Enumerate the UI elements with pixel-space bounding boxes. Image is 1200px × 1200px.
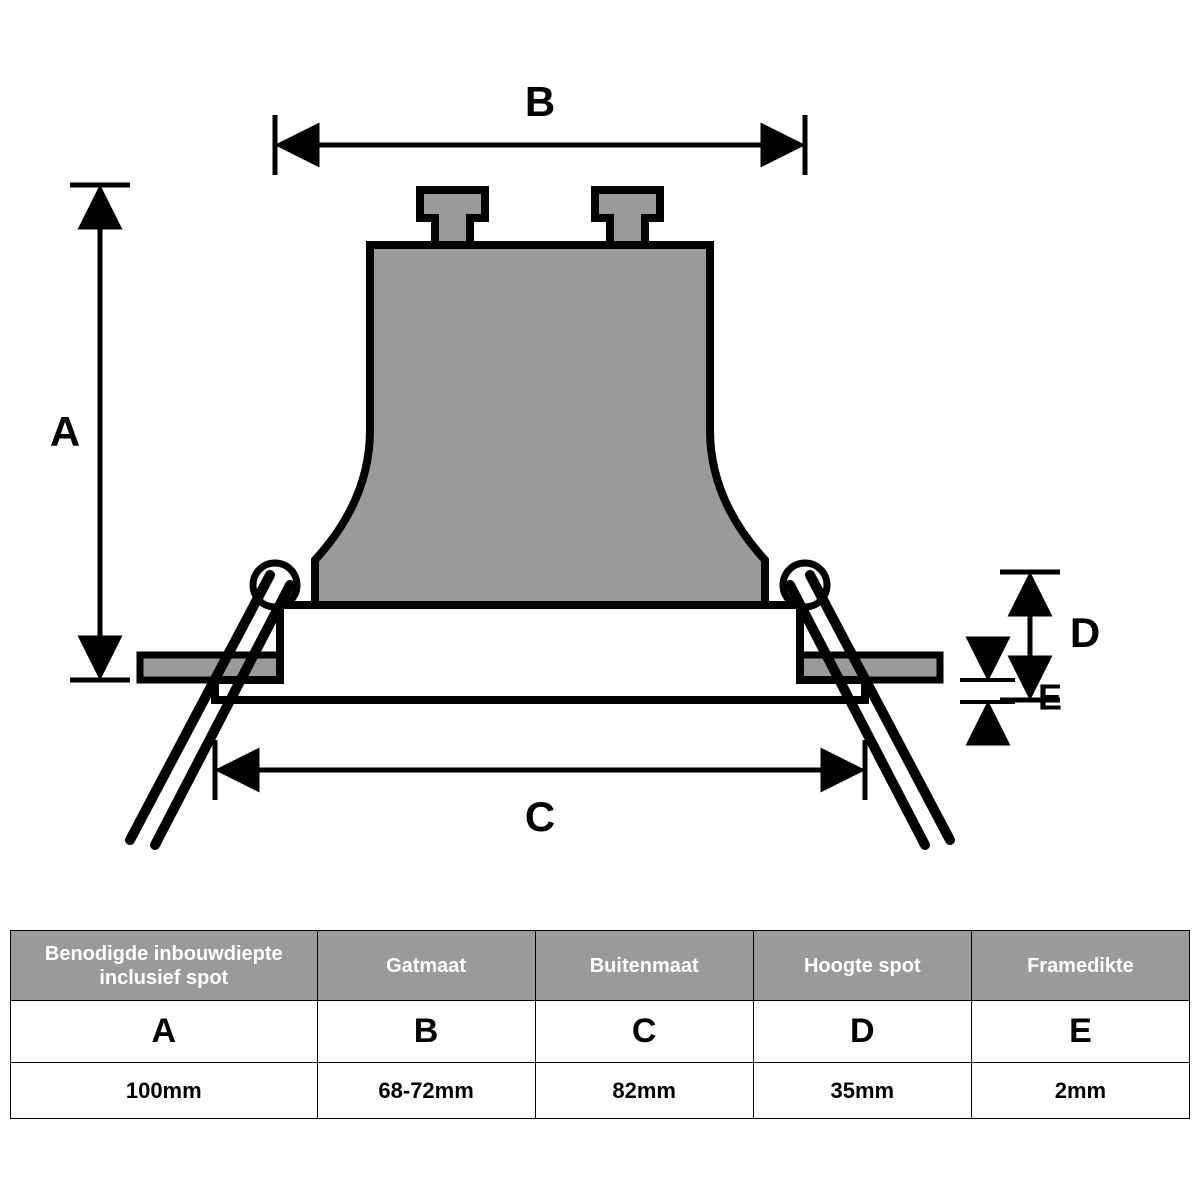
spec-value-row: 100mm68-72mm82mm35mm2mm bbox=[11, 1063, 1190, 1119]
spec-header-cell: Gatmaat bbox=[317, 931, 535, 1001]
bulb bbox=[315, 190, 765, 610]
spec-letter-cell: C bbox=[535, 1001, 753, 1063]
spec-value-cell: 35mm bbox=[753, 1063, 971, 1119]
spec-letter-cell: A bbox=[11, 1001, 318, 1063]
technical-diagram: B A bbox=[0, 0, 1200, 920]
dim-B: B bbox=[275, 78, 805, 175]
spec-value-cell: 82mm bbox=[535, 1063, 753, 1119]
dim-A: A bbox=[50, 185, 130, 680]
spec-header-cell: Benodigde inbouwdiepte inclusief spot bbox=[11, 931, 318, 1001]
spec-letter-row: ABCDE bbox=[11, 1001, 1190, 1063]
spec-letter-cell: B bbox=[317, 1001, 535, 1063]
spec-value-cell: 100mm bbox=[11, 1063, 318, 1119]
spec-header-cell: Framedikte bbox=[971, 931, 1189, 1001]
spec-letter-cell: D bbox=[753, 1001, 971, 1063]
spec-value-cell: 2mm bbox=[971, 1063, 1189, 1119]
dim-label-E: E bbox=[1038, 677, 1062, 718]
spot-drawing: B A bbox=[0, 0, 1200, 920]
dim-C: C bbox=[215, 740, 865, 840]
spec-letter-cell: E bbox=[971, 1001, 1189, 1063]
spec-header-cell: Buitenmaat bbox=[535, 931, 753, 1001]
dim-label-B: B bbox=[525, 78, 555, 125]
spec-table: Benodigde inbouwdiepte inclusief spotGat… bbox=[10, 930, 1190, 1119]
spec-header-cell: Hoogte spot bbox=[753, 931, 971, 1001]
dim-E: E bbox=[960, 640, 1062, 742]
spec-header-row: Benodigde inbouwdiepte inclusief spotGat… bbox=[11, 931, 1190, 1001]
dim-label-C: C bbox=[525, 793, 555, 840]
dim-label-D: D bbox=[1070, 609, 1100, 656]
spec-value-cell: 68-72mm bbox=[317, 1063, 535, 1119]
dim-label-A: A bbox=[50, 408, 80, 455]
